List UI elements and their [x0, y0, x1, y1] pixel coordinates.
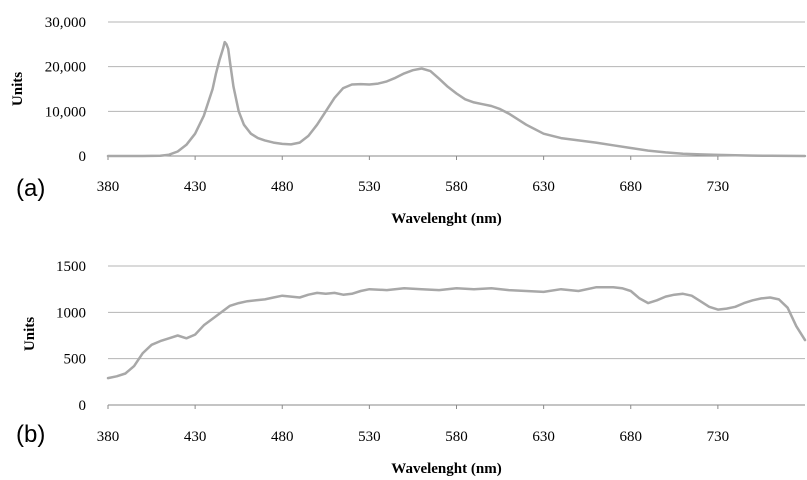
x-tick-label-b-4: 580	[445, 429, 468, 445]
y-axis-title-b: Units	[22, 317, 38, 351]
y-tick-label-a-3: 30,000	[45, 15, 86, 31]
x-tick-label-b-7: 730	[707, 429, 730, 445]
x-tick-label-a-5: 630	[532, 179, 555, 195]
x-tick-label-a-7: 730	[707, 179, 730, 195]
y-tick-label-a-2: 20,000	[45, 60, 86, 76]
x-tick-label-a-6: 680	[620, 179, 643, 195]
x-tick-label-b-5: 630	[532, 429, 555, 445]
x-axis-title-a: Wavelenght (nm)	[391, 211, 501, 227]
x-tick-label-a-0: 380	[97, 179, 120, 195]
x-tick-label-b-6: 680	[620, 429, 643, 445]
x-tick-label-b-3: 530	[358, 429, 381, 445]
y-tick-label-b-3: 1500	[56, 259, 86, 275]
chart-panel-b: 0 500 1000 1500 380 430 480 530 580 630 680 730 Wave…	[16, 259, 807, 477]
y-axis-title-a: Units	[10, 72, 26, 106]
panel-label-b: (b)	[16, 421, 45, 448]
y-tick-label-a-0: 0	[79, 149, 87, 165]
x-tick-label-a-3: 530	[358, 179, 381, 195]
y-tick-label-b-0: 0	[79, 398, 87, 414]
y-tick-label-b-1: 500	[64, 352, 87, 368]
chart-panel-a: 0 10,000 20,000 30,000 380 430 480 530 580 630 680…	[10, 15, 807, 227]
x-tick-label-b-2: 480	[271, 429, 294, 445]
series-line-b	[106, 286, 807, 380]
x-tick-label-a-2: 480	[271, 179, 294, 195]
x-tick-label-a-1: 430	[184, 179, 207, 195]
panel-label-a: (a)	[16, 175, 45, 202]
x-axis-title-b: Wavelenght (nm)	[391, 461, 501, 477]
x-tick-label-b-1: 430	[184, 429, 207, 445]
series-line-a	[106, 40, 807, 158]
y-tick-label-a-1: 10,000	[45, 104, 86, 120]
x-tick-label-a-4: 580	[445, 179, 468, 195]
x-tick-label-b-0: 380	[97, 429, 120, 445]
y-tick-label-b-2: 1000	[56, 305, 86, 321]
